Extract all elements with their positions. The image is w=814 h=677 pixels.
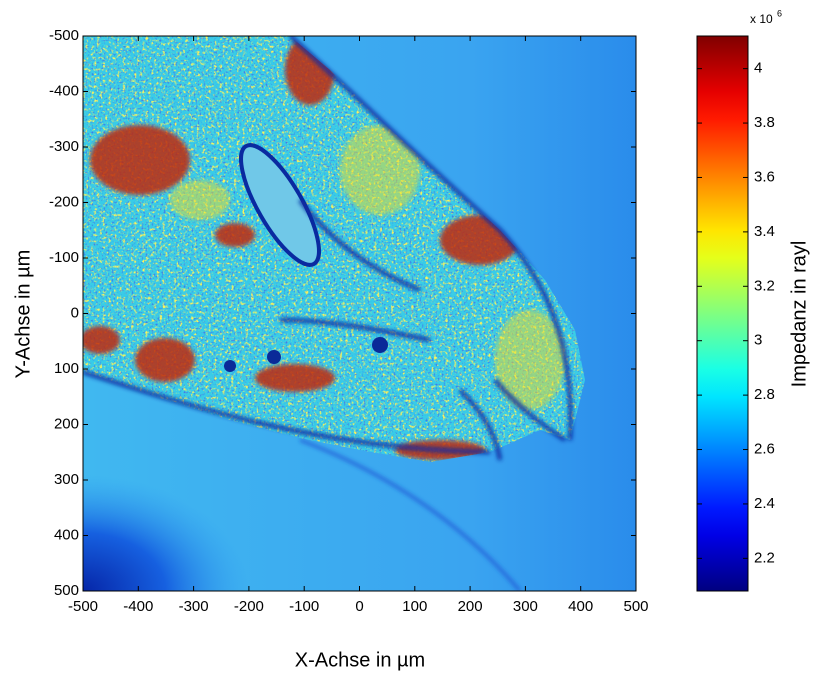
x-tick-label: -500 (68, 598, 98, 615)
x-tick-label: 200 (458, 598, 483, 615)
x-tick-label: -100 (289, 598, 319, 615)
y-tick-label: 0 (71, 304, 79, 321)
x-tick-label: 100 (402, 598, 427, 615)
y-axis-label: Y-Achse in µm (12, 250, 34, 379)
colorbar-tick-label: 4 (754, 60, 762, 77)
y-tick-label: -500 (49, 27, 79, 44)
colorbar-tick-label: 3.2 (754, 277, 775, 294)
colorbar (696, 35, 749, 592)
colorbar-tick-label: 3.6 (754, 168, 775, 185)
colorbar-tick-label: 2.2 (754, 549, 775, 566)
x-tick-label: 500 (623, 598, 648, 615)
colorbar-tick-label: 3.8 (754, 114, 775, 131)
x-tick-label: 400 (568, 598, 593, 615)
colorbar-tick-label: 2.6 (754, 440, 775, 457)
colorbar-tick-label: 3 (754, 332, 762, 349)
colorbar-label: Impedanz in rayl (788, 241, 810, 388)
x-tick-label: -400 (123, 598, 153, 615)
y-tick-label: 100 (54, 360, 79, 377)
y-tick-label: -200 (49, 193, 79, 210)
colorbar-tick-label: 2.4 (754, 495, 775, 512)
y-tick-label: 400 (54, 526, 79, 543)
x-tick-label: -200 (234, 598, 264, 615)
y-tick-label: 500 (54, 582, 79, 599)
colorbar-tick-label: 3.4 (754, 223, 775, 240)
x-axis-label: X-Achse in µm (295, 649, 425, 671)
colorbar-scale-base: x 10 (750, 12, 773, 26)
y-tick-label: 300 (54, 471, 79, 488)
colorbar-scale-exponent: 6 (777, 8, 782, 18)
colorbar-tick-label: 2.8 (754, 386, 775, 403)
y-tick-label: -400 (49, 82, 79, 99)
x-tick-label: 300 (513, 598, 538, 615)
y-tick-label: 200 (54, 415, 79, 432)
impedance-image (83, 36, 636, 591)
y-tick-label: -100 (49, 249, 79, 266)
x-tick-label: 0 (355, 598, 363, 615)
y-tick-label: -300 (49, 138, 79, 155)
x-tick-label: -300 (179, 598, 209, 615)
